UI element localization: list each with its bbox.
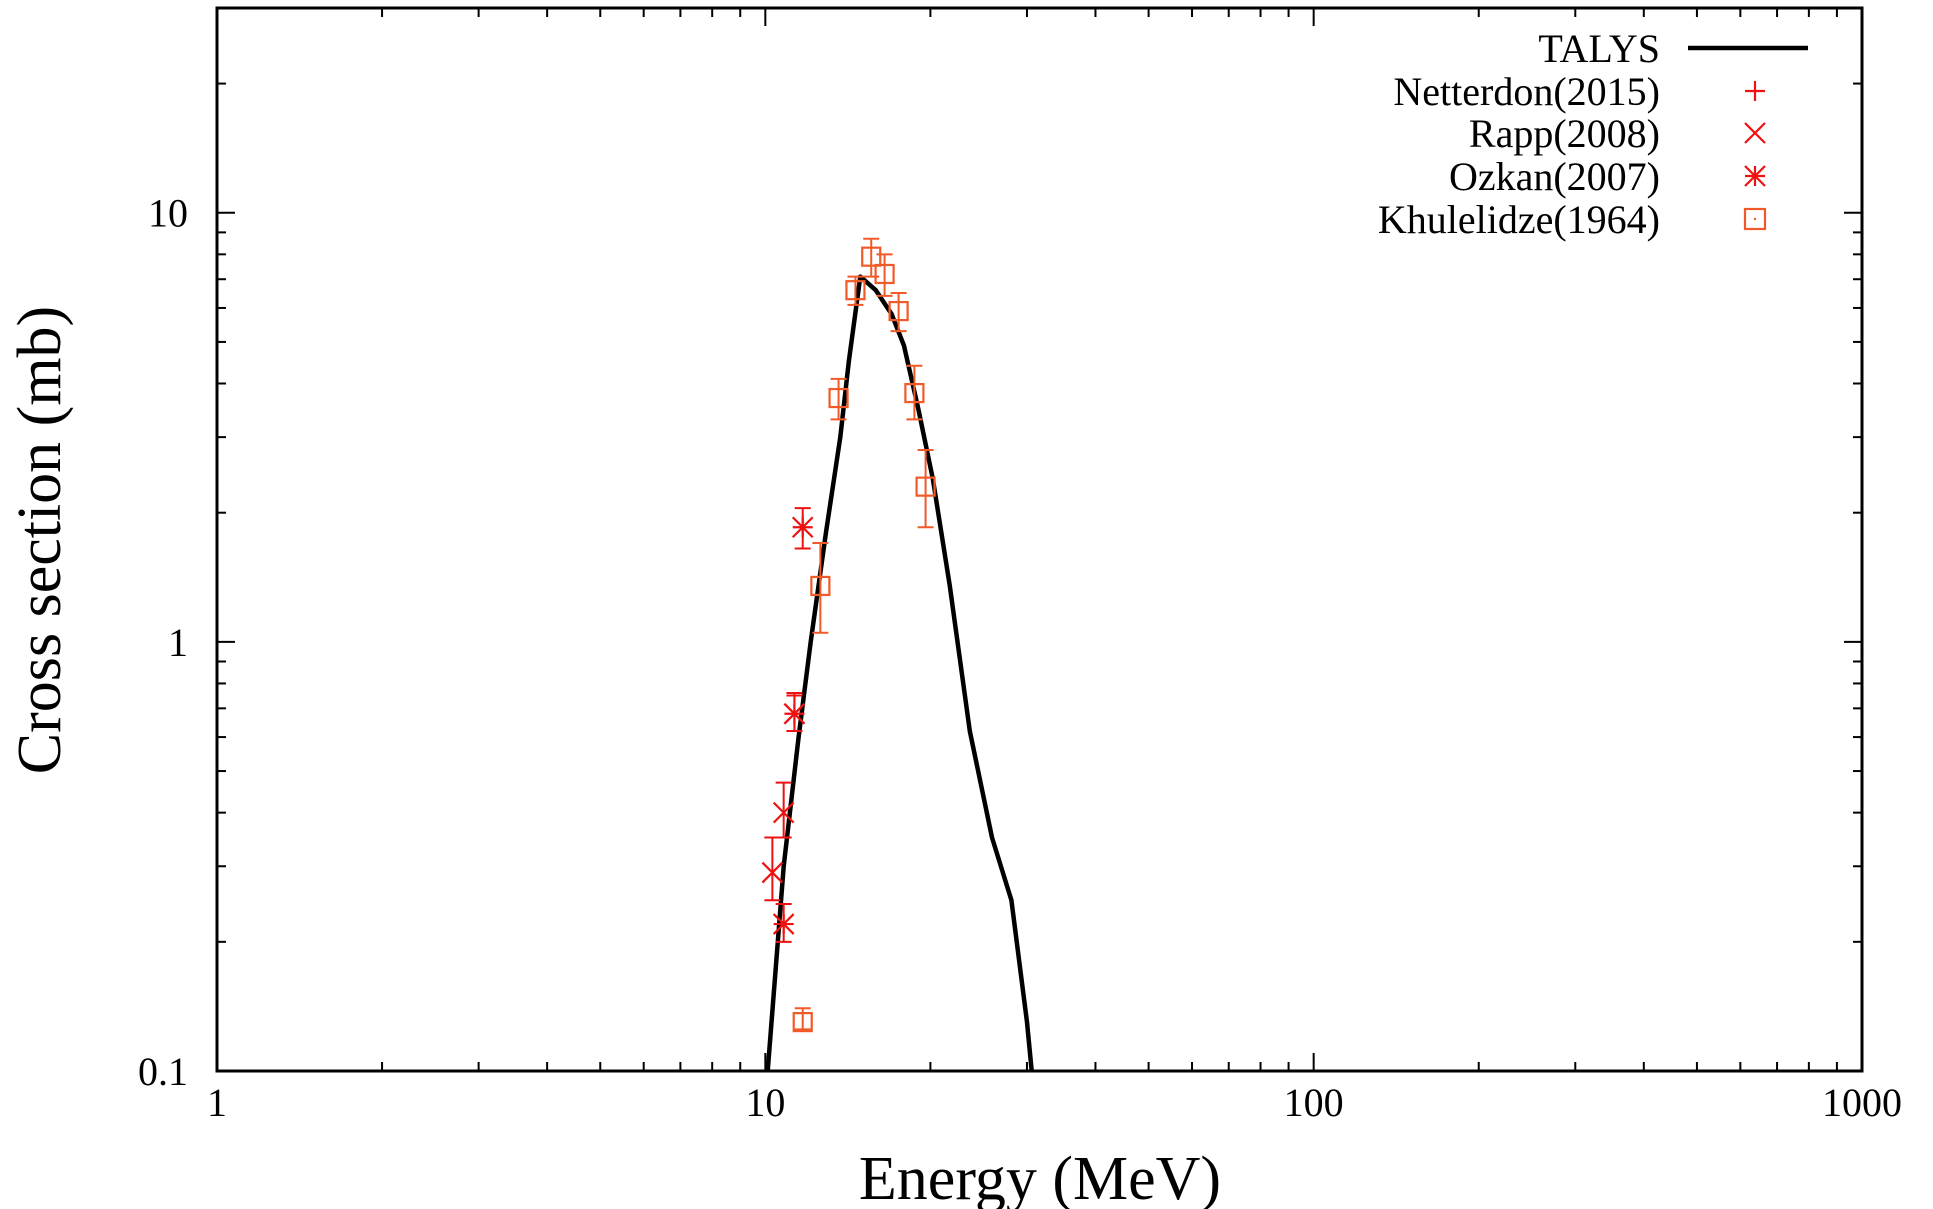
y-axis-title: Cross section (mb): [6, 306, 74, 774]
square-marker: [845, 280, 866, 301]
x-tick-label: 100: [1284, 1080, 1344, 1125]
x-tick-label: 10: [745, 1080, 785, 1125]
data-point: [845, 280, 866, 301]
data-point: [772, 801, 795, 824]
legend-marker: [1743, 207, 1767, 231]
data-point: [904, 382, 925, 404]
y-tick-label: 0.1: [138, 1049, 188, 1094]
cross-marker-b: [761, 861, 784, 884]
data-point: [861, 246, 882, 267]
data-point: [761, 861, 784, 884]
x-tick-labels: 1 10 100 1000: [207, 1080, 1902, 1125]
square-marker: [1743, 207, 1767, 231]
asterisk-marker-b: [1744, 165, 1766, 187]
talys-curve: [765, 274, 1034, 1071]
legend-marker: [1744, 165, 1766, 187]
plot-frame: [215, 6, 1864, 1073]
legend-label: Rapp(2008): [1469, 111, 1660, 156]
legend: TALYSNetterdon(2015)Rapp(2008)Ozkan(2007…: [1378, 26, 1808, 242]
y-tick-labels: 0.1 1 10: [138, 191, 188, 1094]
data-point: [783, 702, 806, 725]
data-point: [772, 913, 795, 935]
series-asterisk: [772, 507, 814, 943]
data-point: [810, 575, 831, 597]
x-tick-label: 1: [207, 1080, 227, 1125]
x-axis-title: Energy (MeV): [859, 1145, 1221, 1209]
square-marker: [904, 382, 925, 404]
data-point: [791, 516, 814, 539]
square-marker: [810, 575, 831, 597]
legend-marker: [1745, 81, 1765, 101]
square-marker: [861, 246, 882, 267]
cross-marker-b: [772, 801, 795, 824]
data-point: [828, 387, 849, 409]
legend-label: TALYS: [1538, 26, 1660, 71]
legend-entry: TALYS: [1538, 26, 1808, 71]
legend-marker-dot: [1753, 217, 1757, 221]
legend-entry: Netterdon(2015): [1393, 69, 1765, 114]
series-square: [792, 237, 936, 1033]
square-marker: [915, 476, 936, 497]
legend-entry: Rapp(2008): [1469, 111, 1766, 156]
square-marker: [792, 1012, 813, 1033]
square-marker: [874, 263, 895, 285]
legend-label: Khulelidze(1964): [1378, 197, 1660, 242]
square-marker: [828, 387, 849, 409]
data-point: [915, 476, 936, 497]
plot-content: [761, 237, 1034, 1071]
x-tick-label: 1000: [1822, 1080, 1902, 1125]
data-point: [792, 1012, 813, 1033]
legend-entry: Khulelidze(1964): [1378, 197, 1767, 242]
legend-entry: Ozkan(2007): [1449, 154, 1766, 199]
asterisk-marker-b: [791, 516, 814, 539]
asterisk-marker-b: [783, 702, 806, 725]
y-tick-label: 10: [148, 191, 188, 236]
data-point: [874, 263, 895, 285]
legend-label: Netterdon(2015): [1393, 69, 1660, 114]
data-point: [888, 300, 909, 322]
legend-marker: [1744, 122, 1766, 144]
asterisk-marker-b: [772, 913, 795, 935]
legend-label: Ozkan(2007): [1449, 154, 1660, 199]
cross-marker-b: [1744, 122, 1766, 144]
y-tick-label: 1: [168, 620, 188, 665]
square-marker: [888, 300, 909, 322]
